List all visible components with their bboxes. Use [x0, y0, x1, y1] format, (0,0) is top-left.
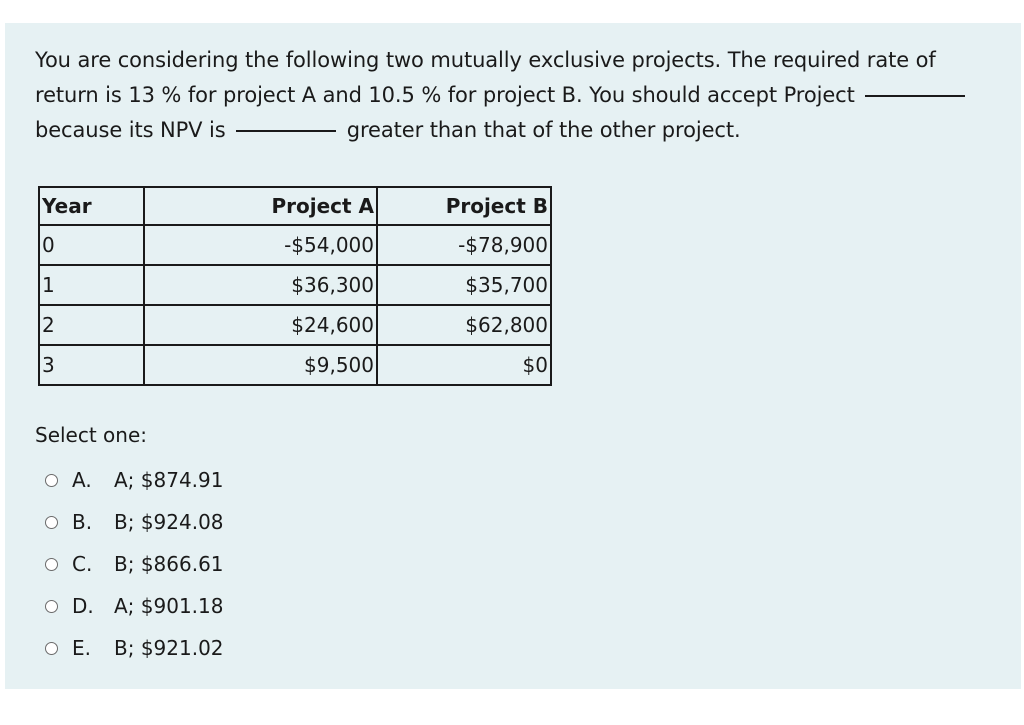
- answer-options: A. A; $874.91 B. B; $924.08 C. B; $866.6…: [45, 459, 224, 669]
- cell-year: 3: [38, 344, 145, 386]
- radio-button[interactable]: [45, 515, 58, 529]
- table-row: 0 -$54,000 -$78,900: [38, 224, 552, 266]
- cell-project-a: $9,500: [143, 344, 378, 386]
- cell-year: 2: [38, 304, 145, 346]
- option-text: B; $866.61: [114, 552, 224, 576]
- option-letter: A.: [72, 468, 92, 492]
- cell-year: 0: [38, 224, 145, 266]
- option-e[interactable]: E. B; $921.02: [45, 627, 224, 669]
- option-text: A; $874.91: [114, 468, 224, 492]
- cell-project-a: $24,600: [143, 304, 378, 346]
- table-row: 3 $9,500 $0: [38, 344, 552, 386]
- answer-blank-npv: [236, 130, 337, 132]
- option-d[interactable]: D. A; $901.18: [45, 585, 224, 627]
- cell-project-b: $35,700: [376, 264, 552, 306]
- option-letter: D.: [72, 594, 94, 618]
- cash-flow-table: Year Project A Project B 0 -$54,000 -$78…: [38, 186, 552, 386]
- header-project-a: Project A: [143, 186, 378, 226]
- option-letter: B.: [72, 510, 93, 534]
- table-row: 1 $36,300 $35,700: [38, 264, 552, 306]
- table-header-row: Year Project A Project B: [38, 186, 552, 226]
- cell-project-b: $62,800: [376, 304, 552, 346]
- question-panel: You are considering the following two mu…: [5, 23, 1021, 689]
- radio-button[interactable]: [45, 557, 58, 571]
- option-text: B; $924.08: [114, 510, 224, 534]
- select-one-label: Select one:: [35, 423, 148, 447]
- radio-button[interactable]: [45, 599, 58, 613]
- cell-project-a: -$54,000: [143, 224, 378, 266]
- question-part-1: You are considering the following two mu…: [35, 48, 936, 107]
- radio-button[interactable]: [45, 641, 58, 655]
- option-c[interactable]: C. B; $866.61: [45, 543, 224, 585]
- option-text: B; $921.02: [114, 636, 224, 660]
- option-b[interactable]: B. B; $924.08: [45, 501, 224, 543]
- answer-blank-project: [865, 95, 966, 97]
- cell-project-b: -$78,900: [376, 224, 552, 266]
- cell-project-a: $36,300: [143, 264, 378, 306]
- question-part-2: because its NPV is: [35, 118, 226, 142]
- option-a[interactable]: A. A; $874.91: [45, 459, 224, 501]
- header-year: Year: [38, 186, 145, 226]
- option-letter: E.: [72, 636, 91, 660]
- question-text: You are considering the following two mu…: [35, 43, 995, 148]
- header-project-b: Project B: [376, 186, 552, 226]
- question-part-3: greater than that of the other project.: [346, 118, 741, 142]
- cell-project-b: $0: [376, 344, 552, 386]
- radio-button[interactable]: [45, 473, 58, 487]
- table-row: 2 $24,600 $62,800: [38, 304, 552, 346]
- option-letter: C.: [72, 552, 93, 576]
- cell-year: 1: [38, 264, 145, 306]
- option-text: A; $901.18: [114, 594, 224, 618]
